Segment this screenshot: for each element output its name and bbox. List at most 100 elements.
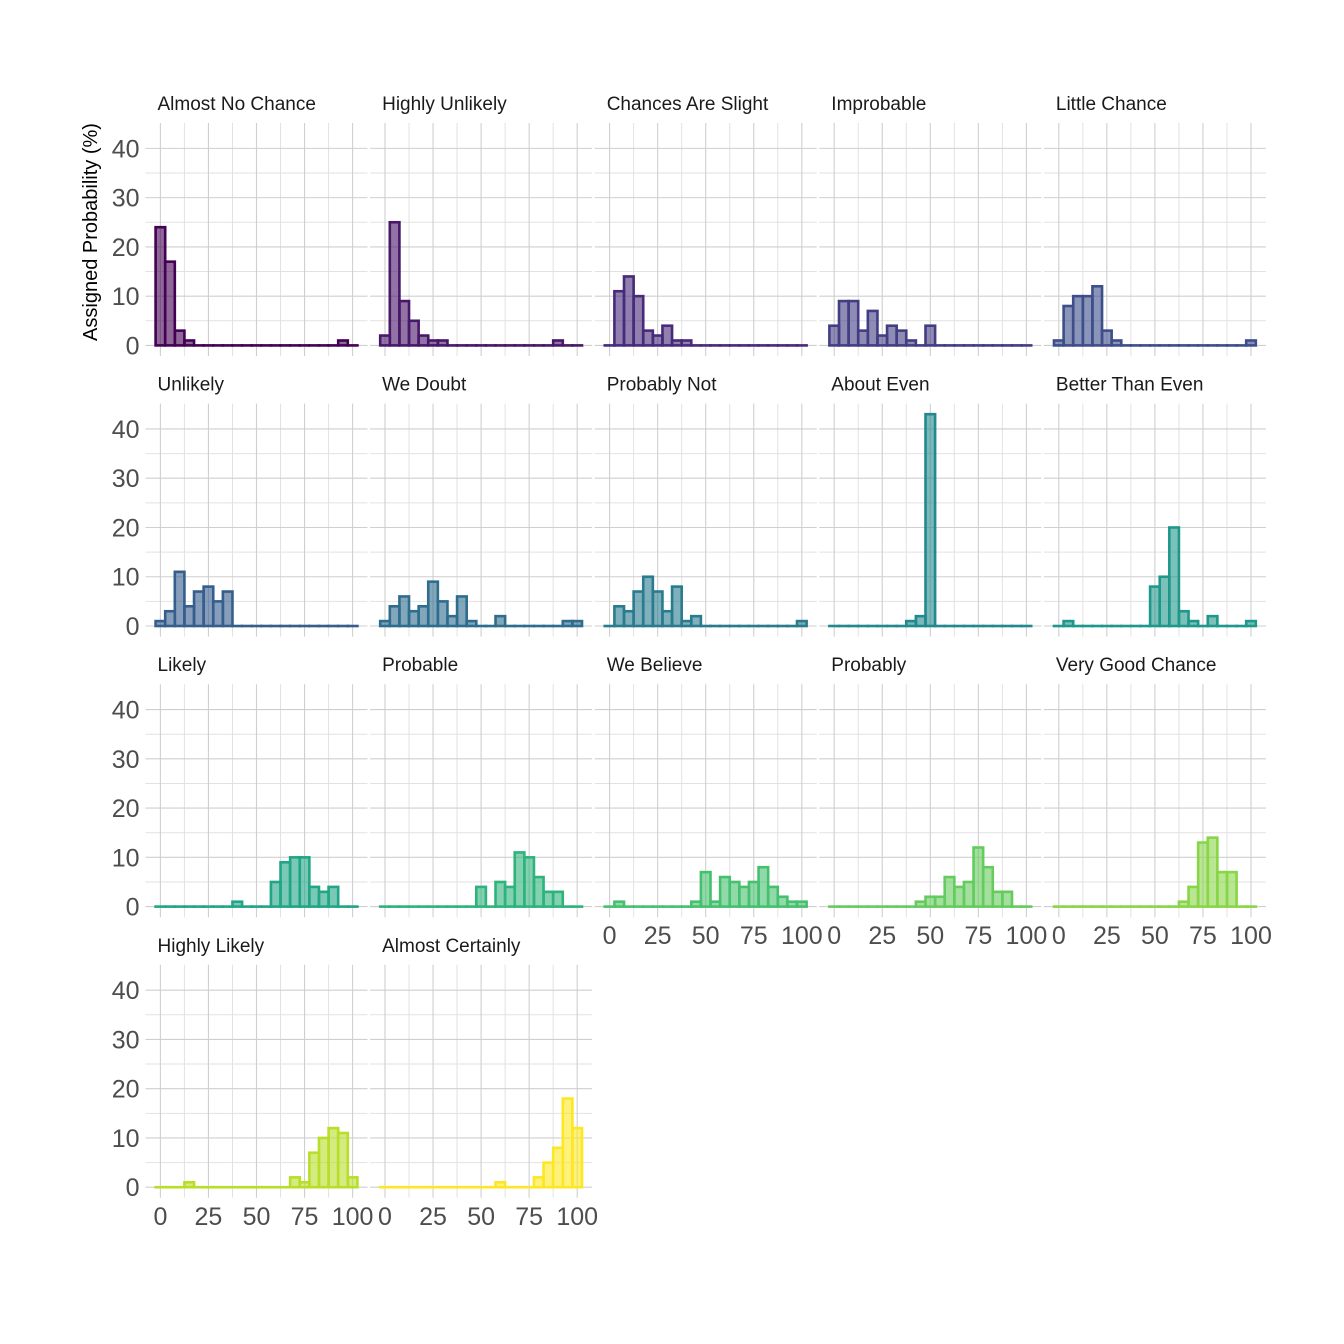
histogram-bar xyxy=(689,614,703,628)
histogram-bar xyxy=(895,329,908,347)
facet-strip-label: Better Than Even xyxy=(1056,375,1204,396)
facet-strip-label: Probably xyxy=(831,655,906,676)
histogram-bar xyxy=(317,890,330,908)
x-tick-label: 0 xyxy=(378,1203,392,1231)
histogram-bar xyxy=(523,856,536,908)
x-tick-label: 0 xyxy=(1052,922,1066,950)
histogram-bar xyxy=(494,614,507,628)
histogram-bar xyxy=(837,299,850,347)
y-tick-label: 30 xyxy=(112,1026,140,1054)
histogram-bar xyxy=(613,900,626,908)
histogram-bar xyxy=(561,619,574,628)
histogram-bar xyxy=(398,595,411,628)
histogram-bar xyxy=(933,895,947,908)
y-tick-label: 30 xyxy=(112,465,140,493)
histogram-bar xyxy=(1168,526,1181,628)
histogram-bar xyxy=(378,619,392,628)
histogram-bar xyxy=(876,334,889,347)
histogram-bar xyxy=(308,1151,321,1189)
histogram-bar xyxy=(378,334,392,347)
facet-panel: Chances Are Slight xyxy=(594,94,817,356)
histogram-bar xyxy=(426,339,440,347)
histogram-bar xyxy=(154,225,167,347)
histogram-bar xyxy=(689,900,703,908)
x-tick-label: 100 xyxy=(1230,922,1272,950)
histogram-bar xyxy=(641,329,655,347)
histogram-bar xyxy=(163,260,177,347)
histogram-bar xyxy=(221,590,234,628)
histogram-bar xyxy=(336,339,350,347)
histogram-bar xyxy=(231,900,244,908)
histogram-bar xyxy=(436,600,449,628)
histogram-bar xyxy=(972,846,985,908)
histogram-bar xyxy=(269,880,282,908)
histogram-bar xyxy=(1100,329,1113,347)
histogram-bar xyxy=(680,339,693,347)
histogram-bar xyxy=(1001,890,1014,908)
histogram-bar xyxy=(298,856,311,908)
histogram-bar xyxy=(183,339,196,347)
histogram-bar xyxy=(828,324,841,347)
facet-panel: Unlikely 0 10 20 30 40 xyxy=(112,375,368,641)
y-tick-label: 40 xyxy=(112,697,140,725)
histogram-bar xyxy=(904,339,918,347)
histogram-bar xyxy=(651,590,664,628)
histogram-bar xyxy=(622,609,635,628)
facet-panel: About Even xyxy=(819,375,1042,637)
x-tick-label: 25 xyxy=(419,1203,447,1231)
histogram-bar xyxy=(571,1126,584,1189)
x-tick-label: 50 xyxy=(916,922,944,950)
histogram-bar xyxy=(1177,609,1190,628)
histogram-bar xyxy=(795,900,808,908)
histogram-bar xyxy=(336,1131,350,1189)
x-tick-label: 100 xyxy=(1006,922,1048,950)
histogram-bar xyxy=(661,609,674,628)
histogram-bar xyxy=(455,595,468,628)
facet-strip-label: Very Good Chance xyxy=(1056,655,1217,676)
histogram-bar xyxy=(542,890,555,908)
histogram-bar xyxy=(388,220,401,347)
histogram-bar xyxy=(924,895,937,908)
histogram-bar xyxy=(866,309,879,347)
histogram-bar xyxy=(1187,619,1200,628)
facet-panel: Little Chance xyxy=(1043,94,1266,356)
facet-strip-label: Almost No Chance xyxy=(158,94,316,115)
histogram-bar xyxy=(561,1097,574,1189)
histogram-bar xyxy=(943,875,956,908)
histogram-bar xyxy=(1206,836,1219,908)
y-tick-label: 20 xyxy=(112,514,140,542)
histogram-bar xyxy=(1091,284,1104,347)
y-tick-label: 30 xyxy=(112,185,140,213)
histogram-bar xyxy=(388,605,401,628)
histogram-bar xyxy=(856,329,870,347)
histogram-bar xyxy=(551,890,565,908)
histogram-bar xyxy=(757,865,770,908)
x-tick-label: 75 xyxy=(1189,922,1217,950)
histogram-bar xyxy=(298,1180,311,1189)
facet-panel: We Believe 0 25 50 75 100 xyxy=(594,655,823,950)
y-tick-label: 10 xyxy=(112,1125,140,1153)
histogram-bar xyxy=(1071,294,1085,347)
histogram-bar xyxy=(847,299,860,347)
facet-strip-label: Highly Unlikely xyxy=(382,94,507,115)
facet-strip-label: Improbable xyxy=(831,94,926,115)
histogram-bar xyxy=(308,885,321,908)
histogram-bar xyxy=(953,885,966,908)
x-tick-label: 50 xyxy=(243,1203,271,1231)
histogram-bar xyxy=(288,856,302,908)
histogram-bar xyxy=(680,619,693,628)
y-tick-label: 0 xyxy=(126,1174,140,1202)
histogram-bar xyxy=(398,299,411,347)
histogram-bar xyxy=(279,860,292,908)
x-tick-label: 0 xyxy=(827,922,841,950)
histogram-bar xyxy=(1158,575,1171,628)
histogram-bar xyxy=(532,1176,545,1189)
histogram-bar xyxy=(465,619,478,628)
histogram-bar xyxy=(494,1180,507,1189)
y-tick-label: 0 xyxy=(126,613,140,641)
facet-panel: Better Than Even xyxy=(1043,375,1266,637)
histogram-bar xyxy=(991,890,1004,908)
histogram-bar xyxy=(346,1176,359,1189)
histogram-bar xyxy=(542,1161,555,1189)
histogram-bar xyxy=(426,580,440,628)
